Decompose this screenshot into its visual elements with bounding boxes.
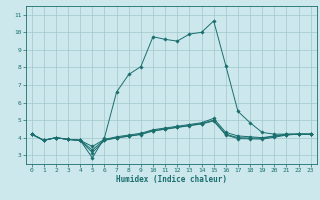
X-axis label: Humidex (Indice chaleur): Humidex (Indice chaleur) — [116, 175, 227, 184]
